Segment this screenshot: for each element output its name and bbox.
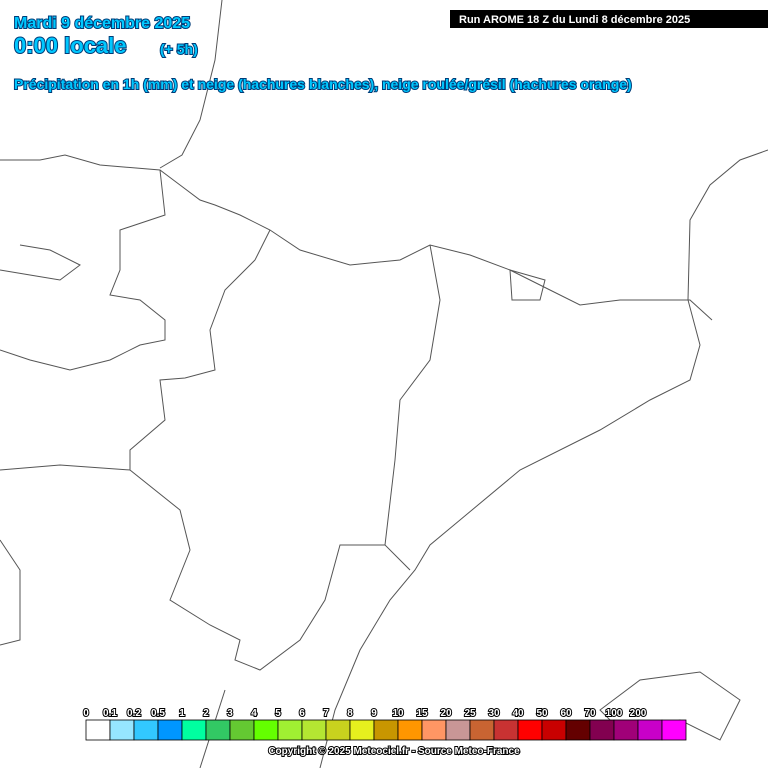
legend-swatch [157,719,183,741]
legend-label: 4 [251,708,257,719]
legend-label: 70 [584,708,596,719]
legend-label: 9 [371,708,377,719]
legend-label: 200 [630,708,647,719]
legend-label: 0.5 [151,708,165,719]
date: Mardi 9 décembre 2025 [14,15,190,32]
legend-label: 5 [275,708,281,719]
legend-label: 0.1 [103,708,117,719]
legend-swatch [517,719,543,741]
legend-swatch [253,719,279,741]
legend-swatch [181,719,207,741]
legend-swatch [637,719,663,741]
legend-swatch [277,719,303,741]
copyright: Copyright © 2025 Meteociel.fr - Source M… [268,746,520,757]
legend-label: 100 [606,708,623,719]
legend-label: 6 [299,708,305,719]
legend-label: 7 [323,708,329,719]
legend-swatch [205,719,231,741]
legend-swatch [349,719,375,741]
legend-swatch [397,719,423,741]
legend-label: 0 [83,708,89,719]
legend-label: 3 [227,708,233,719]
legend-swatch [421,719,447,741]
legend-swatch [661,719,687,741]
legend-label: 20 [440,708,452,719]
legend-label: 10 [392,708,404,719]
legend-label: 40 [512,708,524,719]
legend-swatch [613,719,639,741]
legend-label: 8 [347,708,353,719]
legend-label: 60 [560,708,572,719]
legend-swatch [565,719,591,741]
legend-label: 50 [536,708,548,719]
legend: 0 0.1 0.2 0.5 1 2 3 4 5 6 7 8 9 10 15 20 25 30 40 50 60 70 100… [82,707,687,741]
subtitle: Précipitation en 1h (mm) et neige (hachu… [14,76,632,92]
legend-swatch [325,719,351,741]
legend-swatch [301,719,327,741]
legend-swatch [445,719,471,741]
legend-label: 2 [203,708,209,719]
run-box [450,10,768,28]
offset: (+ 5h) [160,41,198,57]
legend-swatch [373,719,399,741]
time: 0:00 locale [14,33,127,58]
legend-swatch [85,719,111,741]
legend-swatch [469,719,495,741]
legend-label: 1 [179,708,185,719]
legend-swatch [493,719,519,741]
legend-swatch [541,719,567,741]
legend-label: 0.2 [127,708,141,719]
legend-label: 25 [464,708,476,719]
legend-swatch [229,719,255,741]
legend-swatch [109,719,135,741]
run-label: Run AROME 18 Z du Lundi 8 décembre 2025 [459,14,690,26]
legend-swatch [133,719,159,741]
legend-label: 30 [488,708,500,719]
legend-swatch [589,719,615,741]
legend-label: 15 [416,708,428,719]
